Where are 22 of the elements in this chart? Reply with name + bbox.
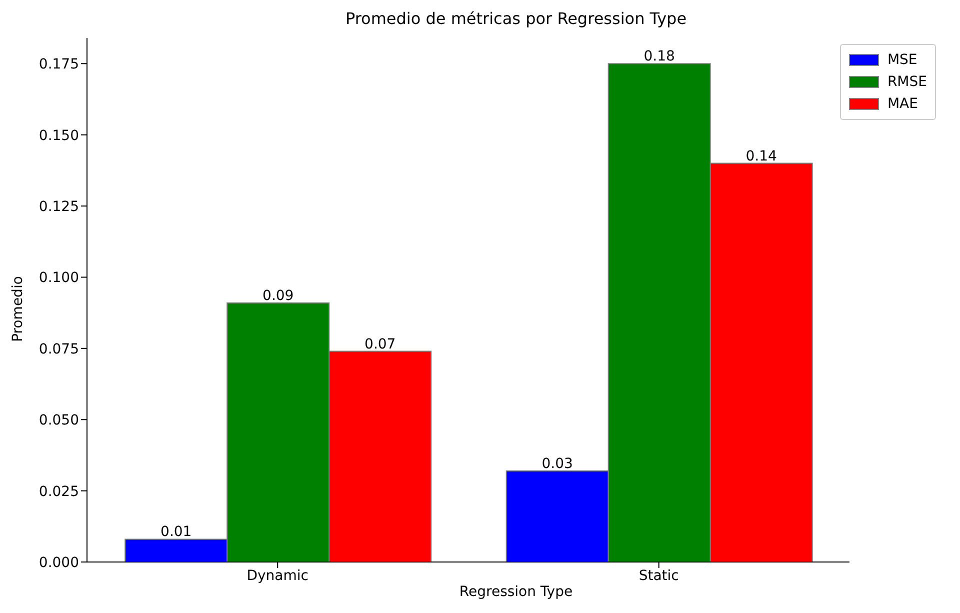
x-tick-label: Dynamic <box>246 568 308 584</box>
x-axis-title: Regression Type <box>458 583 574 602</box>
x-tick-label: Static <box>638 568 679 584</box>
data-label: 0.01 <box>160 524 192 540</box>
data-label: 0.14 <box>746 148 778 164</box>
legend-label: RMSE <box>887 73 927 92</box>
y-tick-label: 0.150 <box>38 128 79 144</box>
y-tick-label: 0.125 <box>38 198 79 215</box>
legend-label: MAE <box>887 95 918 114</box>
y-tick-label: 0.175 <box>38 56 79 73</box>
y-tick-label: 0.050 <box>38 412 79 429</box>
y-tick-label: 0.100 <box>38 270 79 286</box>
y-tick-label: 0.000 <box>38 554 79 571</box>
data-label: 0.09 <box>262 288 294 304</box>
data-label: 0.03 <box>542 456 573 472</box>
y-tick-label: 0.025 <box>38 484 79 500</box>
chart-title: Promedio de métricas por Regression Type <box>344 8 688 30</box>
y-axis-title: Promedio <box>9 275 27 344</box>
data-label: 0.07 <box>364 336 396 352</box>
legend-label: MSE <box>887 51 918 70</box>
y-tick-label: 0.075 <box>38 341 79 358</box>
data-label: 0.18 <box>644 48 675 65</box>
